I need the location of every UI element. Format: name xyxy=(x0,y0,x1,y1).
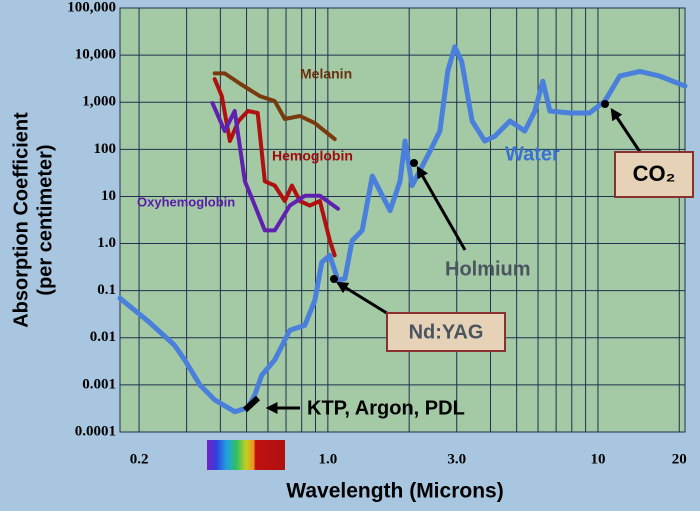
x-tick-label: 0.2 xyxy=(130,451,149,467)
y-tick-label: 10,000 xyxy=(75,47,116,63)
series-label: Melanin xyxy=(300,66,352,82)
annotation-box xyxy=(614,151,694,198)
y-tick-label: 10 xyxy=(101,188,116,204)
y-tick-label: 1.0 xyxy=(97,235,116,251)
x-tick-label: 1.0 xyxy=(318,451,337,467)
series-line xyxy=(212,77,337,258)
y-axis-title: (per centimeter) xyxy=(34,144,56,295)
x-tick-label: 20 xyxy=(672,451,687,467)
y-tick-label: 0.01 xyxy=(90,329,116,345)
y-tick-label: 0.1 xyxy=(97,282,116,298)
series-label: Hemoglobin xyxy=(272,148,353,164)
point-marker xyxy=(410,159,418,167)
plot-area xyxy=(119,7,686,433)
series-label: Water xyxy=(505,143,560,165)
x-tick-label: 3.0 xyxy=(447,451,466,467)
annotation: Nd:YAG xyxy=(409,321,484,343)
annotation-box xyxy=(386,312,506,352)
highlight-segment xyxy=(242,395,261,413)
x-tick-label: 10 xyxy=(590,451,605,467)
series-line xyxy=(212,71,337,142)
arrow xyxy=(335,281,391,317)
series-line xyxy=(210,101,340,233)
annotation: Holmium xyxy=(445,258,531,280)
y-tick-label: 100,000 xyxy=(67,0,116,15)
annotation: CO₂ xyxy=(633,161,676,186)
x-axis-title: Wavelength (Microns) xyxy=(286,480,503,503)
y-tick-label: 0.001 xyxy=(82,376,116,392)
y-tick-label: 100 xyxy=(94,141,117,157)
point-marker xyxy=(601,100,609,108)
series-label: Oxyhemoglobin xyxy=(137,194,235,209)
arrow xyxy=(610,108,642,153)
visible-spectrum xyxy=(207,440,285,470)
y-tick-label: 1,000 xyxy=(82,94,116,110)
point-marker xyxy=(330,275,338,283)
arrow xyxy=(416,165,467,251)
annotation: KTP, Argon, PDL xyxy=(307,397,465,419)
y-tick-label: 0.0001 xyxy=(75,423,116,439)
y-axis-title: Absorption Coefficient xyxy=(10,112,32,328)
